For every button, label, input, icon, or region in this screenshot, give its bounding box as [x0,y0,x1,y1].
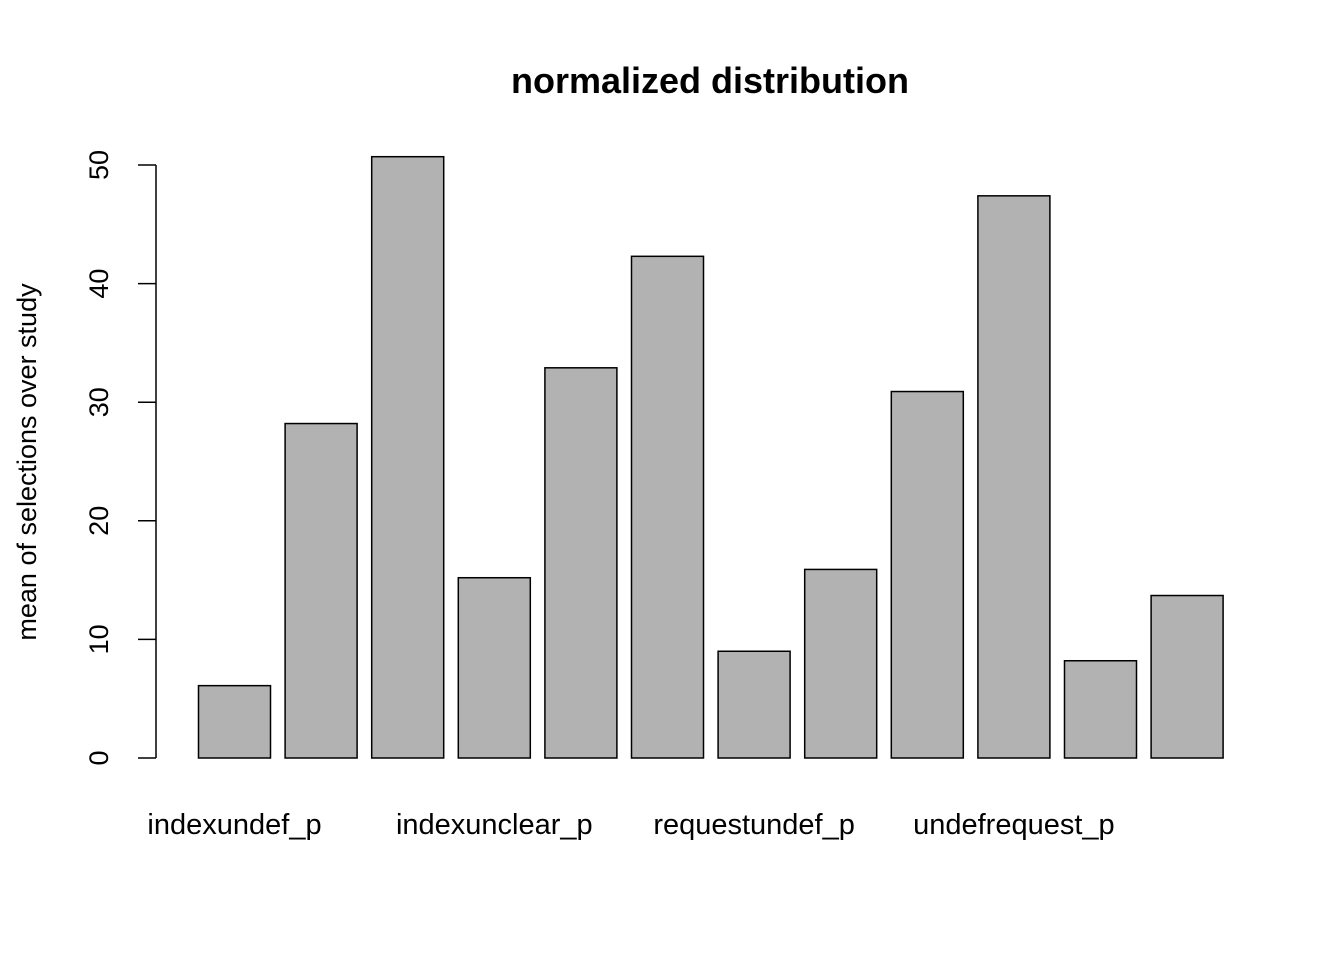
y-tick-label: 50 [84,150,114,180]
x-category-label: indexunclear_p [396,809,593,841]
bar [890,390,965,759]
bar [284,422,358,759]
y-axis-label: mean of selections over study [12,283,42,641]
y-tick-label: 20 [84,506,114,536]
bar [457,576,532,759]
x-category-label: indexundef_p [147,809,321,841]
x-category-label: requestundef_p [653,809,855,841]
x-category-label: undefrequest_p [913,809,1115,841]
bar [803,568,878,759]
chart-title: normalized distribution [511,60,909,101]
bar [1063,659,1138,759]
bars [197,155,1224,759]
y-axis: 0 10 20 30 40 50 [84,150,157,766]
bar [630,255,705,759]
bar [717,650,791,759]
bar [1150,594,1224,759]
bar [544,367,618,759]
y-tick-label: 10 [84,624,114,654]
y-tick-label: 0 [84,750,114,765]
x-axis-labels: indexundef_p indexunclear_p requestundef_p… [147,809,1114,841]
y-tick-label: 40 [84,269,114,299]
bar [370,155,445,759]
bar [197,684,272,759]
bar [977,195,1051,759]
y-tick-label: 30 [84,387,114,417]
